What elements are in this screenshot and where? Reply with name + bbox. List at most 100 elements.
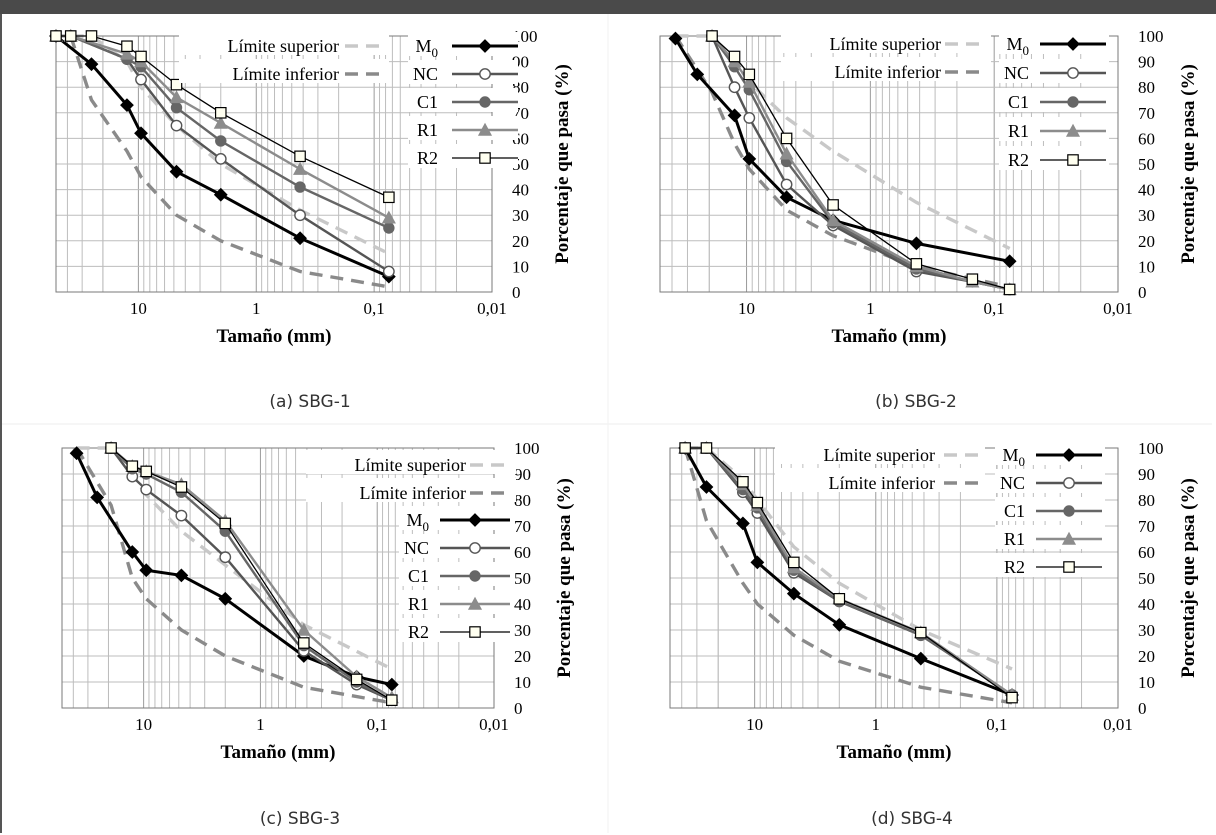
legend-backdrop (995, 525, 1105, 549)
data-point (294, 209, 306, 222)
data-point (700, 442, 713, 454)
legend-marker (1066, 37, 1080, 51)
data-point (350, 673, 363, 686)
y-tick-label: 90 (514, 465, 531, 484)
data-point (140, 483, 153, 496)
x-tick-label: 1 (866, 299, 875, 318)
data-point (736, 516, 750, 531)
legend-backdrop (408, 88, 518, 112)
series-r2 (105, 442, 398, 706)
x-tick-label: 0,01 (479, 715, 509, 734)
x-tick-label: 0,01 (477, 299, 507, 318)
data-point (1002, 254, 1017, 269)
y-tick-label: 90 (1138, 53, 1155, 72)
legend-label: R1 (408, 594, 429, 614)
data-point (779, 190, 794, 205)
data-point (909, 236, 924, 251)
x-tick-label: 10 (746, 715, 763, 734)
y-tick-label: 20 (514, 647, 531, 666)
y-tick-label: 0 (512, 283, 521, 302)
chart-panel-3: 10 1 0,1 0,01 0 10 20 30 40 50 60 70 80 90 100 Tamaño (… (61, 439, 575, 829)
data-point (742, 74, 757, 88)
data-point (728, 50, 741, 63)
data-point (170, 119, 183, 132)
limit-curve (674, 35, 1011, 289)
y-tick-label: 50 (1138, 569, 1155, 588)
y-tick-label: 50 (514, 569, 531, 588)
data-point (381, 210, 396, 224)
x-tick-label: 1 (252, 299, 261, 318)
data-point (966, 273, 979, 285)
legend-label: R2 (1008, 150, 1029, 170)
data-point (296, 622, 311, 636)
data-point (293, 231, 307, 246)
data-point (743, 112, 756, 124)
x-tick-label: 1 (872, 715, 881, 734)
data-point (750, 555, 765, 570)
legend-backdrop (999, 88, 1109, 112)
data-point (751, 496, 764, 509)
series-line (685, 447, 1013, 699)
legend-subscript: 0 (432, 45, 439, 60)
legend-marker (478, 39, 492, 53)
y-tick-label: 10 (514, 673, 531, 692)
series-line (56, 34, 390, 219)
legend-backdrop (999, 117, 1109, 141)
legend-marker (467, 596, 483, 610)
y-axis-title: Porcentaje que pasa (%) (552, 64, 573, 264)
x-axis-title: Tamaño (mm) (832, 326, 947, 347)
data-point (213, 187, 228, 202)
legend-label: NC (1000, 473, 1025, 493)
legend-backdrop (999, 59, 1109, 83)
data-point (169, 90, 184, 104)
legend-backdrop (781, 57, 991, 81)
data-point (135, 50, 147, 63)
panel-caption: (b) SBG-2 (875, 392, 957, 412)
y-tick-label: 30 (512, 206, 529, 225)
data-point (298, 637, 310, 649)
data-point (174, 568, 189, 583)
legend-backdrop (399, 562, 513, 586)
y-tick-label: 10 (1138, 673, 1155, 692)
x-axis-title: Tamaño (mm) (837, 742, 952, 763)
y-tick-label: 10 (1138, 257, 1155, 276)
legend-backdrop (995, 469, 1105, 493)
y-axis-title: Porcentaje que pasa (%) (1178, 64, 1199, 264)
legend-backdrop (408, 116, 518, 140)
data-point (125, 545, 140, 559)
y-tick-label: 100 (512, 27, 538, 46)
data-point (213, 115, 228, 129)
legend-backdrop (775, 468, 985, 492)
data-point (169, 164, 184, 179)
y-tick-label: 0 (1138, 699, 1147, 718)
legend-label: NC (1004, 63, 1029, 83)
legend-label: R2 (1004, 557, 1025, 577)
legend-marker (1063, 477, 1075, 489)
series-r2 (706, 30, 1016, 296)
y-tick-label: 60 (514, 543, 531, 562)
y-tick-label: 20 (1138, 647, 1155, 666)
legend-marker (469, 570, 481, 582)
y-tick-label: 40 (514, 595, 531, 614)
legend-subscript: 0 (423, 519, 430, 534)
data-point (120, 98, 134, 113)
legend-label: Límite inferior (829, 473, 935, 493)
data-point (90, 490, 105, 505)
legend-subscript: 0 (1023, 43, 1030, 58)
data-point (139, 563, 154, 578)
data-point (170, 78, 183, 91)
x-tick-label: 1 (256, 715, 265, 734)
legend-subscript: 0 (1019, 454, 1026, 469)
data-point (668, 31, 683, 46)
legend-label: NC (413, 64, 438, 84)
legend-backdrop (408, 144, 518, 168)
y-tick-label: 50 (1138, 155, 1155, 174)
y-tick-label: 30 (1138, 621, 1155, 640)
legend-label: Límite inferior (835, 62, 941, 82)
y-tick-label: 20 (512, 232, 529, 251)
legend-label: C1 (408, 566, 429, 586)
data-point (84, 57, 99, 72)
